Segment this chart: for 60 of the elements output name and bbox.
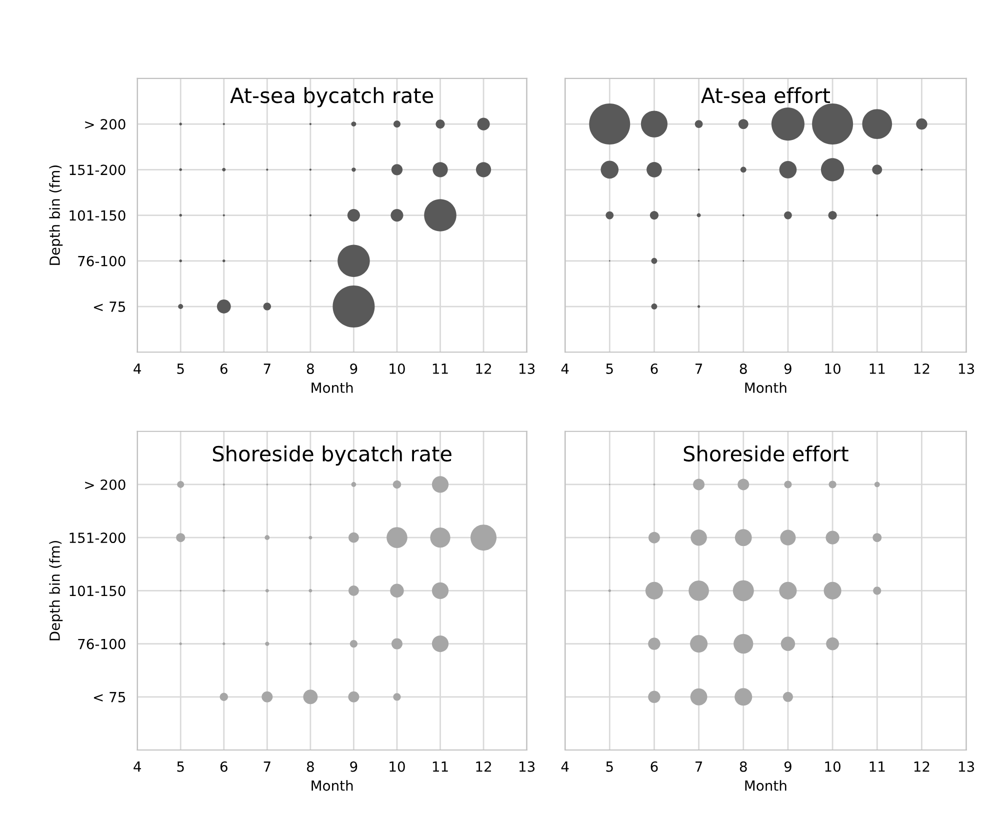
x-tick-label: 10 [390, 761, 405, 772]
x-tick-label: 7 [264, 762, 270, 772]
x-tick-label: 7 [264, 364, 270, 374]
x-tick-label: 4 [134, 364, 141, 374]
x-axis-title: Month [312, 780, 353, 791]
text: Shoreside bycatch rate [212, 445, 452, 466]
x-tick-label: 4 [561, 762, 569, 772]
chart-title: At-sea effort [701, 87, 830, 104]
x-tick-label: 11 [870, 364, 885, 374]
y-tick-label: < 75 [94, 302, 126, 312]
x-tick-label: 9 [784, 363, 792, 374]
x-tick-label: 10 [825, 363, 840, 374]
x-tick-label: 9 [350, 363, 358, 374]
y-tick-label: 101-150 [70, 586, 126, 596]
y-tick-label: > 200 [85, 479, 126, 490]
x-tick-label: 9 [350, 761, 358, 772]
y-tick-label: < 75 [94, 692, 126, 702]
y-axis-title: Depth bin (fm) [49, 166, 63, 265]
text: Shoreside effort [684, 445, 848, 462]
x-tick-label: 5 [177, 762, 184, 772]
x-tick-label: 8 [740, 761, 747, 772]
y-tick-label: 76-100 [78, 256, 126, 266]
y-tick-label: 151-200 [70, 532, 126, 544]
x-tick-label: 6 [650, 761, 658, 772]
x-tick-label: 6 [220, 761, 228, 772]
x-tick-label: 11 [432, 364, 448, 374]
x-tick-label: 5 [606, 762, 613, 772]
x-tick-label: 12 [914, 363, 930, 374]
y-tick-label: 76-100 [78, 638, 126, 650]
x-axis-title: Month [745, 382, 786, 393]
x-tick-label: 9 [784, 761, 792, 772]
x-tick-label: 11 [870, 762, 885, 772]
x-axis-title: Month [745, 780, 786, 791]
x-tick-label: 13 [519, 363, 535, 374]
x-tick-label: 13 [519, 761, 535, 772]
x-tick-label: 12 [476, 363, 491, 374]
x-tick-label: 8 [306, 363, 314, 374]
x-tick-label: 10 [825, 761, 840, 772]
x-tick-label: 8 [740, 363, 747, 374]
x-tick-label: 13 [958, 363, 974, 374]
x-tick-label: 12 [914, 761, 930, 772]
x-tick-label: 8 [306, 761, 314, 772]
y-axis-title: Depth bin (fm) [49, 540, 63, 640]
x-tick-label: 13 [958, 761, 974, 772]
x-tick-label: 4 [134, 762, 141, 772]
x-tick-label: 7 [696, 364, 702, 374]
y-tick-label: 151-200 [70, 164, 126, 176]
x-tick-label: 11 [432, 762, 448, 772]
x-tick-label: 5 [177, 364, 184, 374]
x-tick-label: 6 [650, 363, 658, 374]
x-tick-label: 12 [476, 761, 491, 772]
chart-title: At-sea bycatch rate [230, 87, 434, 108]
x-tick-label: 4 [561, 364, 569, 374]
x-tick-label: 5 [606, 364, 613, 374]
y-tick-label: > 200 [85, 119, 126, 130]
x-axis-title: Month [312, 382, 353, 393]
y-tick-label: 101-150 [70, 210, 126, 221]
x-tick-label: 6 [220, 363, 228, 374]
x-tick-label: 7 [696, 762, 702, 772]
x-tick-label: 10 [390, 363, 405, 374]
